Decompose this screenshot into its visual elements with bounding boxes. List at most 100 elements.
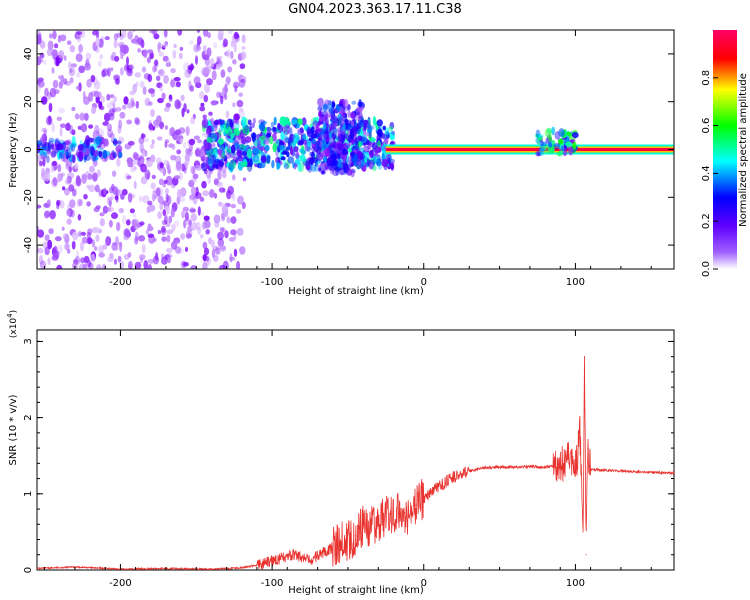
heat-cell <box>161 42 168 48</box>
heat-cell <box>225 128 230 133</box>
heat-cell <box>197 227 202 235</box>
snr-x-label: Height of straight line (km) <box>288 585 424 596</box>
heat-cell <box>235 157 239 163</box>
heat-cell <box>106 151 111 156</box>
y-tick-label: 1 <box>23 491 34 497</box>
heat-cell <box>330 133 337 140</box>
heat-cell <box>293 132 300 143</box>
heat-cell <box>82 142 87 153</box>
heat-cell <box>243 126 249 134</box>
heat-cell <box>261 159 268 164</box>
heat-cell <box>103 112 111 122</box>
heat-cell <box>260 155 267 163</box>
heat-cell <box>230 144 236 154</box>
heat-cell <box>374 146 382 154</box>
heat-cell <box>339 114 346 119</box>
heat-cell <box>236 209 242 214</box>
heat-cell <box>233 42 237 53</box>
heat-cell <box>157 229 162 235</box>
heat-cell <box>231 132 235 139</box>
heat-cell <box>64 243 70 251</box>
heat-cell <box>123 254 130 260</box>
heat-cell <box>390 162 395 171</box>
heat-cell <box>189 206 196 214</box>
heat-cell <box>318 110 323 118</box>
heat-cell <box>238 144 245 150</box>
heat-cell <box>86 78 92 88</box>
heat-cell <box>156 82 163 89</box>
heat-cell <box>320 163 325 171</box>
heat-cell <box>83 193 88 200</box>
heat-cell <box>58 75 62 80</box>
heat-cell <box>83 147 90 157</box>
heat-cell <box>95 234 100 242</box>
y-tick-label: 0 <box>23 146 34 152</box>
heat-cell <box>264 144 270 152</box>
heat-cell <box>336 153 341 160</box>
heat-cell <box>297 140 304 146</box>
heat-cell <box>345 133 350 141</box>
heat-cell <box>161 236 167 242</box>
heat-cell <box>59 123 66 128</box>
x-tick-label: 0 <box>421 578 427 589</box>
heat-cell <box>544 128 552 138</box>
heat-cell <box>363 123 368 131</box>
heat-cell <box>189 85 194 92</box>
heat-cell <box>159 121 164 130</box>
heat-cell <box>181 210 186 219</box>
heat-cell <box>571 132 579 139</box>
heat-cell <box>147 264 152 269</box>
heat-cell <box>87 259 92 268</box>
heat-cell <box>201 118 209 129</box>
heat-cell <box>163 75 169 84</box>
heat-cell <box>170 79 175 88</box>
heat-cell <box>75 53 83 62</box>
heat-cell <box>48 102 53 113</box>
heat-cell <box>135 119 141 126</box>
heat-cell <box>41 96 48 105</box>
heat-cell <box>284 162 289 170</box>
heat-cell <box>43 171 51 182</box>
heat-cell <box>109 94 115 99</box>
heat-cell <box>48 33 53 39</box>
heat-cell <box>106 102 112 109</box>
heat-cell <box>154 59 159 67</box>
heat-cell <box>372 165 377 172</box>
heat-cell <box>72 154 76 164</box>
heat-cell <box>170 181 176 189</box>
heat-cell <box>141 133 146 139</box>
heat-cell <box>217 148 224 156</box>
heat-cell <box>179 46 184 51</box>
heat-cell <box>91 153 97 162</box>
heat-cell <box>139 257 144 264</box>
heat-cell <box>75 85 81 90</box>
heat-cell <box>344 144 351 149</box>
heat-cell <box>202 54 210 61</box>
heat-cell <box>183 219 187 229</box>
heat-cell <box>356 107 363 113</box>
heat-cell <box>52 30 57 40</box>
heat-cell <box>289 145 293 156</box>
heat-cell <box>349 137 354 146</box>
heat-cell <box>83 96 90 105</box>
heat-cell <box>106 123 111 130</box>
heat-cell <box>156 157 162 164</box>
heat-cell <box>227 165 235 171</box>
heat-cell <box>329 150 337 159</box>
heat-cell <box>122 215 127 225</box>
heat-cell <box>66 218 72 225</box>
heat-cell <box>328 156 333 164</box>
heat-cell <box>68 151 72 159</box>
heat-cell <box>63 146 70 152</box>
heat-cell <box>133 180 137 189</box>
heat-cell <box>337 130 342 141</box>
heat-cell <box>176 189 183 199</box>
heat-cell <box>189 40 194 46</box>
heat-cell <box>118 119 122 129</box>
heat-cell <box>290 134 295 143</box>
heat-cell <box>323 162 328 171</box>
heat-cell <box>332 167 339 177</box>
heat-cell <box>211 70 217 81</box>
snr-data-point <box>514 466 516 468</box>
heat-cell <box>230 203 236 209</box>
